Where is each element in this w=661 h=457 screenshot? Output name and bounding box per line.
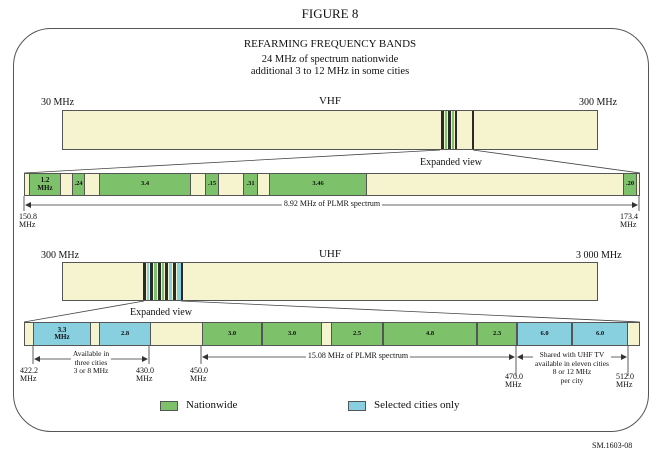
vhf-band-bar xyxy=(62,110,598,150)
uhf-freq-450-value: 450.0 xyxy=(190,366,208,375)
uhf-band-mark xyxy=(169,263,172,300)
vhf-segment: .20 xyxy=(623,174,637,195)
vhf-start-label: 30 MHz xyxy=(41,97,75,108)
uhf-segment: 3.0 xyxy=(262,323,322,345)
diagram-title: REFARMING FREQUENCY BANDS xyxy=(243,38,417,50)
uhf-freq-512: 512.0 MHz xyxy=(616,372,634,390)
uhf-band-mark xyxy=(173,263,176,300)
uhf-segment: 2.8 xyxy=(99,323,151,345)
uhf-freq-422: 422.2 MHz xyxy=(20,366,38,384)
uhf-band-mark xyxy=(177,263,181,300)
uhf-span-label: 15.08 MHz of PLMR spectrum xyxy=(305,351,411,360)
vhf-right-freq-unit: MHz xyxy=(620,220,637,230)
uhf-segment: 6.0 xyxy=(572,323,628,345)
legend-nationwide-swatch xyxy=(160,401,178,411)
subtitle-line-1: 24 MHz of spectrum nationwide xyxy=(261,54,399,65)
legend-selected-swatch xyxy=(348,401,366,411)
vhf-left-freq: 150.8 MHz xyxy=(19,212,37,230)
vhf-band-mark xyxy=(441,111,444,149)
uhf-segment: 6.0 xyxy=(517,323,572,345)
uhf-band-mark xyxy=(143,263,146,300)
uhf-segment: 2.5 xyxy=(331,323,383,345)
uhf-freq-470-unit: MHz xyxy=(505,380,522,390)
vhf-band-mark xyxy=(472,111,474,149)
uhf-freq-430: 430.0 MHz xyxy=(136,366,154,384)
vhf-band-mark xyxy=(452,111,454,149)
uhf-band-mark xyxy=(150,263,153,300)
uhf-end-label: 3 000 MHz xyxy=(576,250,622,261)
uhf-freq-512-unit: MHz xyxy=(616,380,633,390)
uhf-band-bar xyxy=(62,262,598,301)
uhf-label: UHF xyxy=(318,248,342,260)
vhf-left-freq-unit: MHz xyxy=(19,220,36,230)
uhf-tv-note: Shared with UHF TV available in eleven c… xyxy=(533,350,611,386)
uhf-band-mark xyxy=(165,263,168,300)
uhf-freq-430-unit: MHz xyxy=(136,374,153,384)
uhf-segment: 3.3 MHz xyxy=(33,323,91,345)
vhf-segment: .24 xyxy=(72,174,85,195)
uhf-segment: 4.8 xyxy=(383,323,477,345)
vhf-right-freq-value: 173.4 xyxy=(620,212,638,221)
vhf-label: VHF xyxy=(318,95,342,107)
uhf-freq-450: 450.0 MHz xyxy=(190,366,208,384)
uhf-band-mark xyxy=(158,263,161,300)
uhf-band-mark xyxy=(181,263,183,300)
uhf-freq-422-value: 422.2 xyxy=(20,366,38,375)
vhf-segment: 1.2 MHz xyxy=(29,174,61,195)
uhf-segment: 3.0 xyxy=(202,323,262,345)
uhf-freq-430-value: 430.0 xyxy=(136,366,154,375)
vhf-segment: 3.4 xyxy=(99,174,191,195)
figure-title: FIGURE 8 xyxy=(301,6,359,21)
vhf-expanded-bar: 1.2 MHz .24 3.4 .15 .31 3.46 .20 xyxy=(24,173,640,196)
vhf-segment: .15 xyxy=(205,174,219,195)
uhf-expanded-bar: 3.3 MHz 2.8 3.0 3.0 2.5 4.8 2.3 6.0 6.0 xyxy=(24,322,640,346)
uhf-segment: 2.3 xyxy=(477,323,517,345)
vhf-left-freq-value: 150.8 xyxy=(19,212,37,221)
uhf-expanded-label: Expanded view xyxy=(130,307,192,318)
subtitle-line-2: additional 3 to 12 MHz in some cities xyxy=(250,66,410,77)
figure-frame xyxy=(13,28,649,432)
source-code: SM.1603-08 xyxy=(592,441,633,450)
uhf-band-mark xyxy=(154,263,157,300)
uhf-freq-470-value: 470.0 xyxy=(505,372,523,381)
vhf-band-mark xyxy=(455,111,457,149)
vhf-band-mark xyxy=(448,111,451,149)
legend-selected-label: Selected cities only xyxy=(374,399,460,411)
vhf-right-freq: 173.4 MHz xyxy=(620,212,638,230)
uhf-freq-422-unit: MHz xyxy=(20,374,37,384)
vhf-band-mark xyxy=(445,111,447,149)
uhf-start-label: 300 MHz xyxy=(41,250,80,261)
uhf-band-mark xyxy=(162,263,164,300)
vhf-span-label: 8.92 MHz of PLMR spectrum xyxy=(281,199,383,208)
vhf-end-label: 300 MHz xyxy=(579,97,618,108)
legend-nationwide-label: Nationwide xyxy=(186,399,238,411)
vhf-segment: .31 xyxy=(243,174,258,195)
vhf-segment: 3.46 xyxy=(269,174,367,195)
uhf-freq-450-unit: MHz xyxy=(190,374,207,384)
uhf-freq-470: 470.0 MHz xyxy=(505,372,523,390)
uhf-band-mark xyxy=(147,263,149,300)
uhf-cities-note: Available in three cities 3 or 8 MHz xyxy=(70,349,112,376)
vhf-expanded-label: Expanded view xyxy=(420,157,482,168)
uhf-freq-512-value: 512.0 xyxy=(616,372,634,381)
